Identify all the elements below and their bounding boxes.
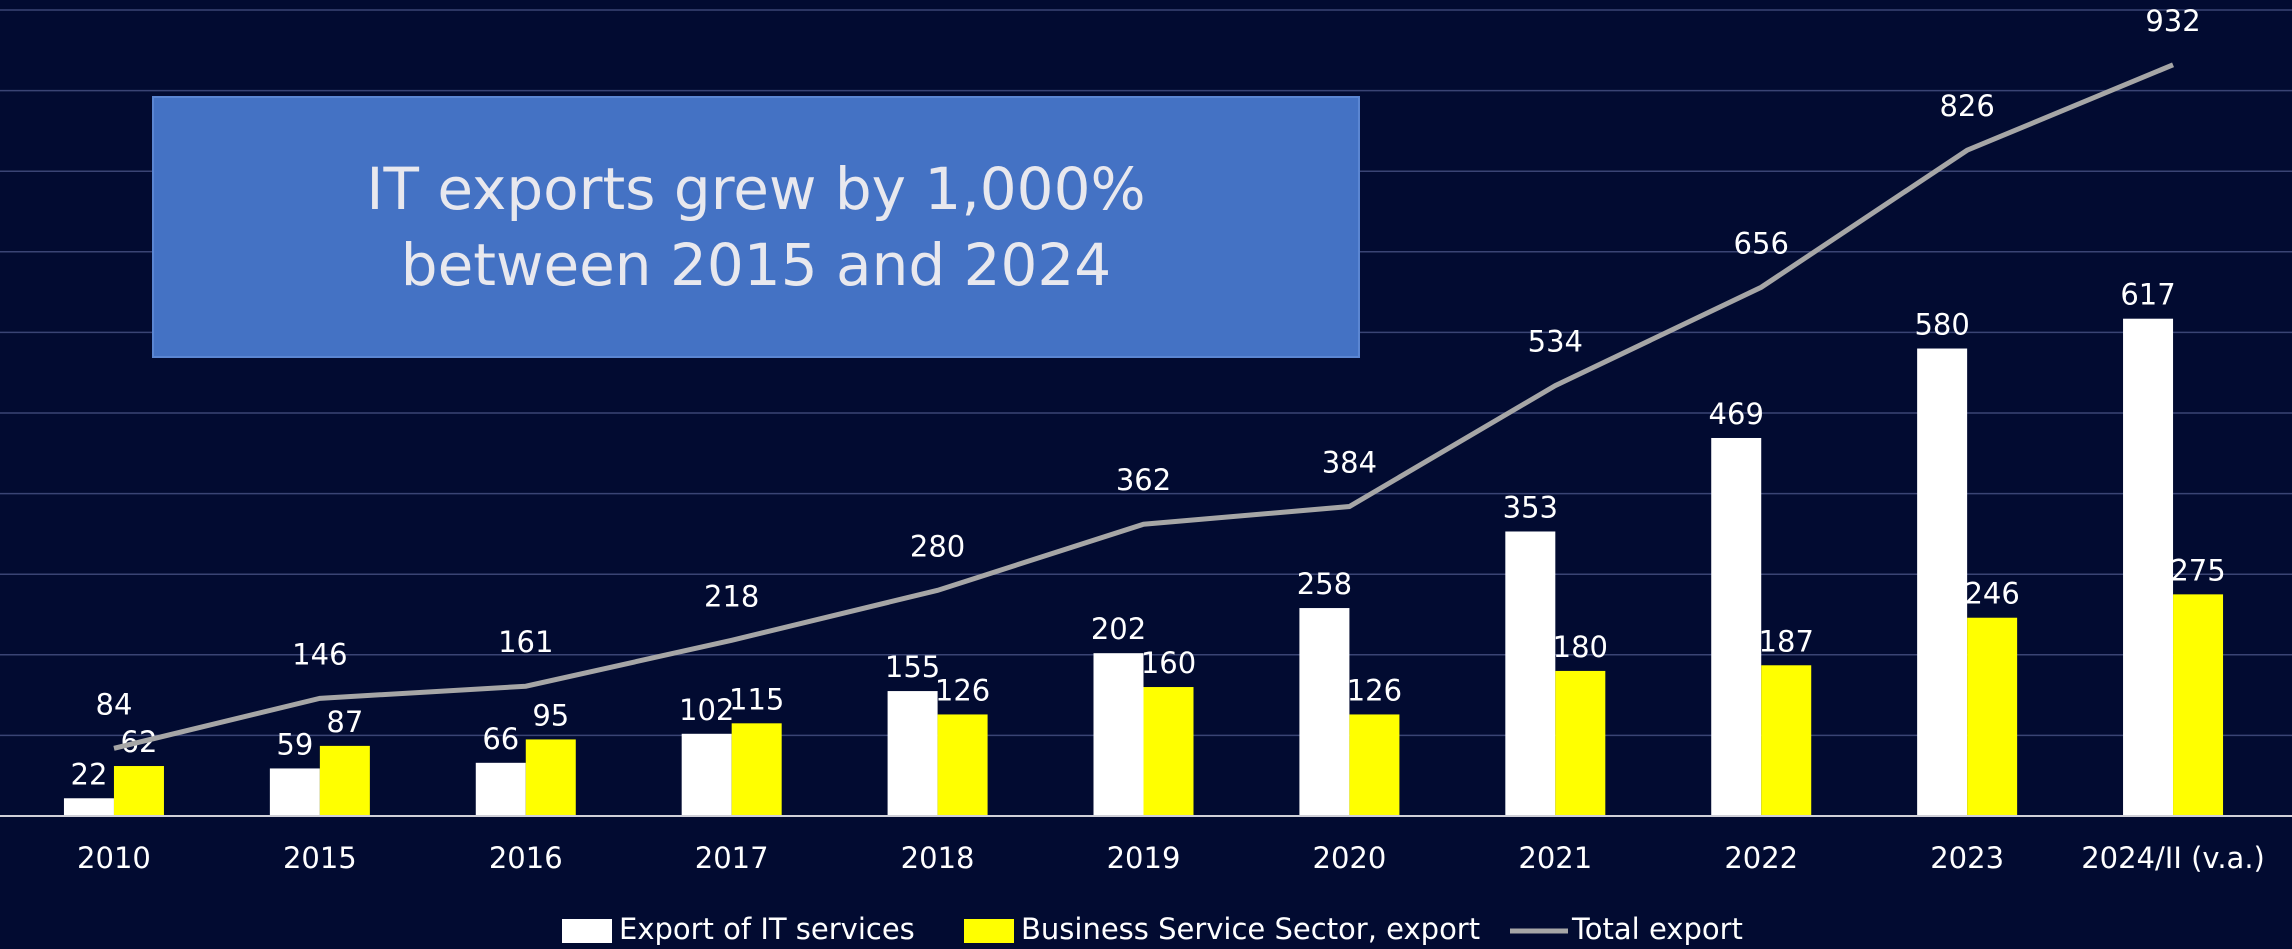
x-tick-label: 2024/II (v.a.): [2081, 841, 2265, 875]
x-tick-label: 2021: [1518, 841, 1592, 875]
annotation-box: IT exports grew by 1,000% between 2015 a…: [152, 96, 1360, 358]
bar: [1299, 608, 1350, 816]
data-label: 246: [1964, 577, 2019, 611]
x-tick-label: 2018: [901, 841, 975, 875]
bar: [887, 691, 938, 816]
bar: [1711, 437, 1762, 816]
data-label: 187: [1759, 624, 1814, 658]
data-label: 84: [96, 687, 133, 721]
data-label: 87: [326, 705, 363, 739]
bar: [1555, 670, 1606, 816]
bar: [2123, 318, 2174, 816]
bar: [2173, 594, 2224, 816]
x-tick-label: 2023: [1930, 841, 2004, 875]
legend-label: Business Service Sector, export: [1021, 912, 1480, 946]
bar: [525, 739, 576, 816]
legend-swatch: [964, 919, 1014, 943]
data-label: 469: [1709, 397, 1764, 431]
bar: [1143, 687, 1194, 816]
data-label: 580: [1914, 308, 1969, 342]
data-label: 362: [1116, 463, 1171, 497]
data-label: 59: [276, 727, 313, 761]
data-label: 95: [532, 698, 569, 732]
data-label: 384: [1322, 445, 1377, 479]
bar: [475, 762, 526, 816]
bar: [1505, 531, 1556, 816]
data-label: 160: [1141, 646, 1196, 680]
bar: [1761, 665, 1812, 816]
x-tick-label: 2019: [1107, 841, 1181, 875]
data-label: 115: [729, 682, 784, 716]
bar: [937, 714, 988, 816]
data-label: 275: [2170, 553, 2225, 587]
data-label: 102: [679, 693, 734, 727]
legend-label: Total export: [1571, 912, 1743, 946]
x-tick-label: 2017: [695, 841, 769, 875]
legend-label: Export of IT services: [619, 912, 915, 946]
bar: [1093, 653, 1144, 816]
x-tick-label: 2015: [283, 841, 357, 875]
bar: [113, 766, 164, 816]
data-label: 126: [1347, 673, 1402, 707]
bar: [1917, 348, 1968, 816]
x-tick-label: 2010: [77, 841, 151, 875]
data-label: 353: [1503, 490, 1558, 524]
data-label: 258: [1297, 567, 1352, 601]
data-label: 22: [71, 757, 108, 791]
data-label: 826: [1939, 89, 1994, 123]
legend-swatch: [562, 919, 612, 943]
data-label: 146: [292, 637, 347, 671]
data-label: 534: [1528, 325, 1583, 359]
data-label: 66: [482, 722, 519, 756]
x-tick-label: 2016: [489, 841, 563, 875]
bar: [63, 798, 114, 816]
data-label: 218: [704, 579, 759, 613]
bar: [731, 723, 782, 816]
bar: [269, 768, 320, 816]
data-label: 180: [1553, 630, 1608, 664]
x-tick-label: 2020: [1313, 841, 1387, 875]
data-label: 155: [885, 650, 940, 684]
bar: [319, 745, 370, 816]
data-label: 161: [498, 625, 553, 659]
data-label: 932: [2145, 4, 2200, 38]
data-label: 280: [910, 529, 965, 563]
bar: [1967, 617, 2018, 816]
bar: [1349, 714, 1400, 816]
bar: [681, 733, 732, 816]
data-label: 617: [2120, 278, 2175, 312]
data-label: 656: [1734, 226, 1789, 260]
data-label: 202: [1091, 612, 1146, 646]
data-label: 126: [935, 673, 990, 707]
line: [113, 62, 2175, 751]
x-tick-label: 2022: [1724, 841, 1798, 875]
